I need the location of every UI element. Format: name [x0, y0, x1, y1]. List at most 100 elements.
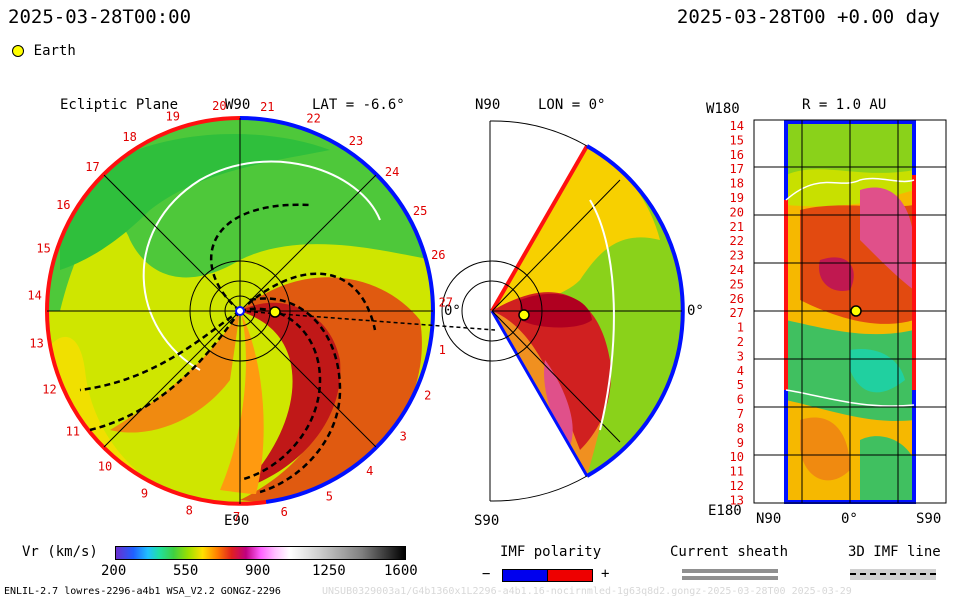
carrington-label: 22	[306, 112, 320, 126]
carrington-label: 25	[413, 204, 427, 218]
imf-polarity-label: IMF polarity	[500, 544, 602, 560]
carrington-label: 5	[326, 490, 333, 504]
ecliptic-right-label: 0°	[444, 303, 461, 319]
earthview-y-label: 25	[730, 277, 744, 291]
earthview-y-label: 16	[730, 148, 744, 162]
carrington-label: 23	[349, 134, 363, 148]
earthview-y-label: 6	[737, 393, 744, 407]
carrington-label: 6	[281, 505, 288, 519]
ecliptic-title: Ecliptic Plane	[60, 97, 179, 113]
ecliptic-carrington-labels: 20 21222324252627123456789101112131415161…	[27, 99, 453, 524]
colorbar-tick-1600: 1600	[384, 563, 418, 579]
meridional-earth-marker	[518, 309, 530, 321]
earth-legend: Earth	[12, 40, 76, 59]
earthview-x-label-n90: N90	[756, 511, 782, 527]
datetime-left: 2025-03-28T00:00	[8, 6, 192, 28]
carrington-label: 27	[439, 295, 453, 309]
carrington-label: 16	[56, 198, 70, 212]
imf-minus-sign: −	[482, 566, 491, 582]
current-sheath-line-2	[682, 576, 778, 580]
carrington-label: 12	[42, 383, 56, 397]
carrington-label: 15	[36, 242, 50, 256]
earthview-y-labels: 1415161718192021222324252627123456789101…	[730, 119, 744, 507]
imf-minus-swatch	[502, 569, 548, 582]
earthview-y-label: 2	[737, 335, 744, 349]
meridional-right-label: 0°	[687, 303, 704, 319]
carrington-label: 7	[233, 510, 240, 524]
carrington-label: 18	[122, 130, 136, 144]
colorbar-tick-550: 550	[173, 563, 199, 579]
earthview-y-label: 14	[730, 119, 744, 133]
imf-plus-sign: +	[601, 566, 610, 582]
ecliptic-bottom-label: E90	[224, 513, 250, 529]
earthview-bottom-label: E180	[708, 503, 742, 519]
colorbar-label: Vr (km/s)	[22, 544, 98, 560]
earthview-y-label: 24	[730, 263, 744, 277]
carrington-label: 11	[66, 424, 80, 438]
earthview-y-label: 7	[737, 407, 744, 421]
earthview-y-label: 11	[730, 465, 744, 479]
earth-legend-label: Earth	[33, 43, 76, 59]
colorbar-tick-1250: 1250	[312, 563, 346, 579]
carrington-label: 2	[424, 389, 431, 403]
earthview-y-label: 19	[730, 191, 744, 205]
colorbar	[115, 546, 406, 560]
earthview-y-label: 15	[730, 133, 744, 147]
earthview-y-label: 18	[730, 177, 744, 191]
meridional-top-label: N90	[475, 97, 501, 113]
ecliptic-top-label: W90	[225, 97, 251, 113]
footer-right: UNSUB0329003a1/G4b1360x1L2296-a4b1.16-no…	[322, 586, 852, 597]
earthview-y-label: 26	[730, 292, 744, 306]
carrington-label: 24	[385, 165, 399, 179]
earthview-earth-marker	[850, 305, 862, 317]
earthview-x-label-s90: S90	[916, 511, 942, 527]
imf-plus-swatch	[547, 569, 593, 582]
earthview-y-label: 5	[737, 378, 744, 392]
carrington-label: 4	[366, 464, 373, 478]
earthview-r-label: R = 1.0 AU	[802, 97, 887, 113]
current-sheath-label: Current sheath	[670, 544, 789, 560]
colorbar-tick-900: 900	[245, 563, 271, 579]
earthview-y-label: 1	[737, 321, 744, 335]
imf-line-sample	[850, 569, 936, 580]
carrington-label: 13	[29, 336, 43, 350]
carrington-label: 8	[186, 504, 193, 518]
earthview-top-label: W180	[706, 101, 740, 117]
carrington-label: 9	[141, 487, 148, 501]
imf-line-label: 3D IMF line	[848, 544, 941, 560]
datetime-right: 2025-03-28T00 +0.00 day	[676, 6, 940, 28]
meridional-bottom-label: S90	[474, 513, 500, 529]
earth-marker-icon	[12, 44, 24, 57]
earthview-y-label: 27	[730, 306, 744, 320]
earthview-y-label: 13	[730, 493, 744, 507]
carrington-label: 3	[400, 430, 407, 444]
earthview-y-label: 20	[730, 205, 744, 219]
earthview-y-label: 9	[737, 436, 744, 450]
earthview-y-label: 4	[737, 364, 744, 378]
meridional-lon-label: LON = 0°	[538, 97, 606, 113]
ecliptic-imf-lines	[79, 203, 377, 494]
carrington-label: 17	[85, 160, 99, 174]
current-sheath-line-1	[682, 569, 778, 573]
earthview-x-label-0: 0°	[841, 511, 858, 527]
earthview-y-label: 22	[730, 234, 744, 248]
earthview-y-label: 8	[737, 421, 744, 435]
earthview-y-label: 17	[730, 162, 744, 176]
ecliptic-lat-label: LAT = -6.6°	[312, 97, 405, 113]
carrington-label: 20	[212, 99, 226, 113]
carrington-label: 1	[439, 343, 446, 357]
carrington-label: 10	[98, 460, 112, 474]
footer-left: ENLIL-2.7 lowres-2296-a4b1 WSA_V2.2 GONG…	[4, 586, 281, 597]
meridional-wedge	[492, 146, 683, 476]
earthview-y-label: 12	[730, 479, 744, 493]
earthview-grid	[754, 120, 946, 503]
carrington-label: 19	[165, 109, 179, 123]
carrington-label: 26	[431, 248, 445, 262]
earthview-y-label: 3	[737, 349, 744, 363]
earthview-y-label: 23	[730, 249, 744, 263]
carrington-label: 14	[27, 289, 41, 303]
ecliptic-earth-marker	[269, 306, 281, 318]
earthview-y-label: 10	[730, 450, 744, 464]
colorbar-tick-200: 200	[101, 563, 127, 579]
